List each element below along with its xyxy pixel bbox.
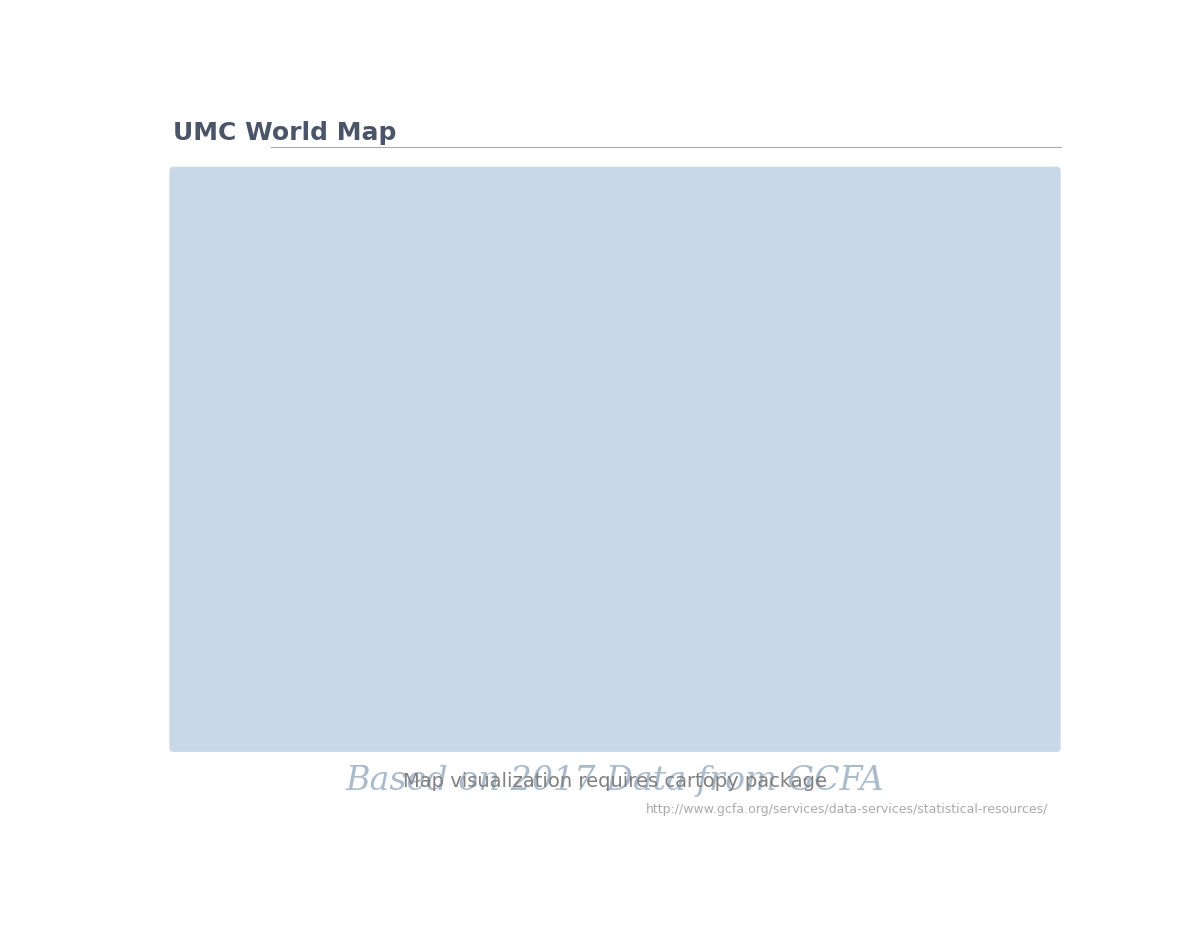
Text: Based on 2017 Data from GCFA: Based on 2017 Data from GCFA [346, 766, 884, 797]
Text: http://www.gcfa.org/services/data-services/statistical-resources/: http://www.gcfa.org/services/data-servic… [647, 804, 1049, 817]
Text: UMC World Map: UMC World Map [173, 121, 397, 145]
Text: Map visualization requires cartopy package: Map visualization requires cartopy packa… [403, 771, 827, 791]
FancyBboxPatch shape [169, 167, 1061, 752]
